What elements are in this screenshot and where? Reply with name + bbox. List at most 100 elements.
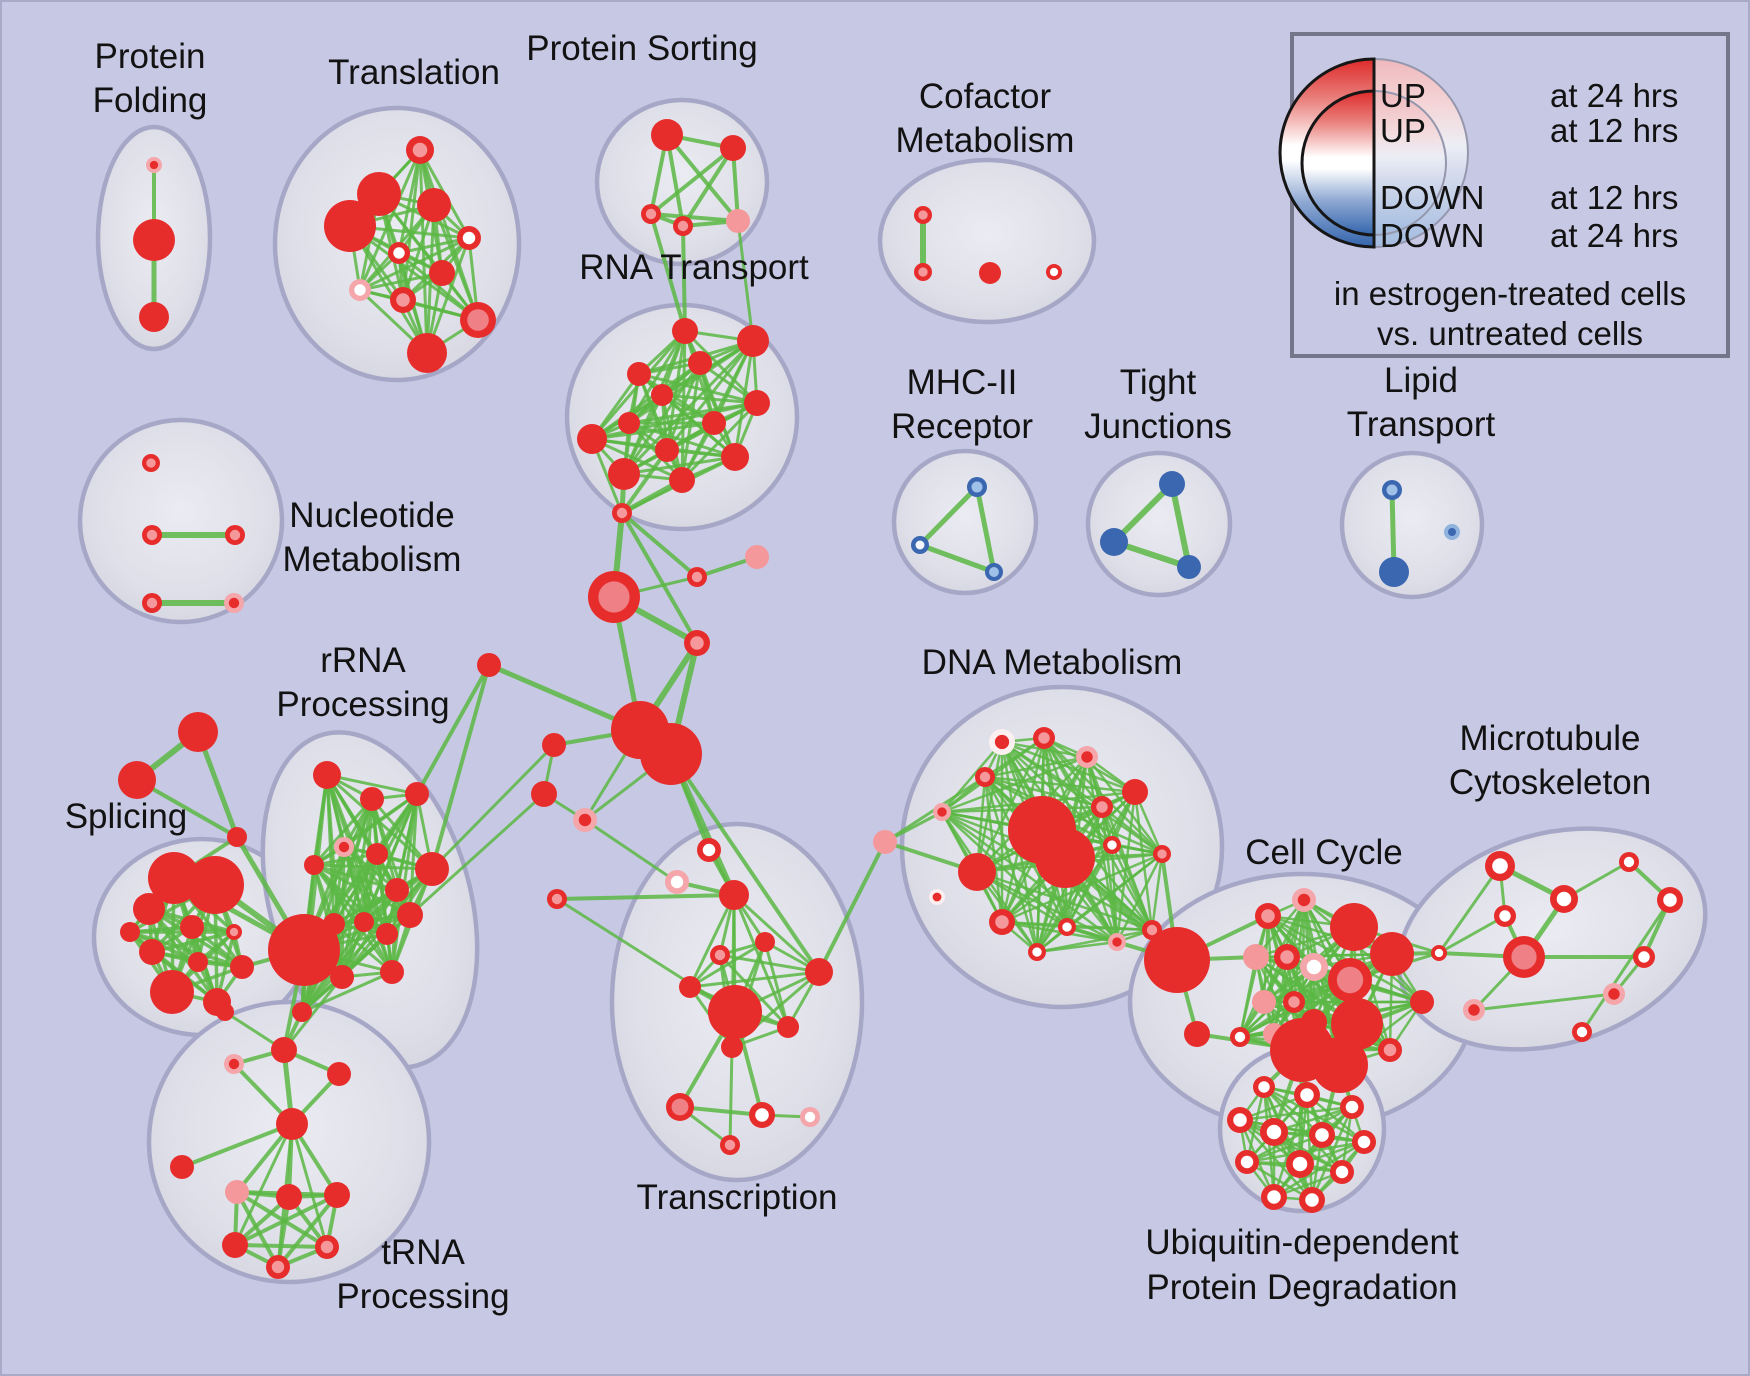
node-nuc-0[interactable] [142,454,160,472]
node-rrna-13[interactable] [330,965,354,989]
node-dna-14[interactable] [1058,918,1076,936]
node-tj-1[interactable] [1100,528,1128,556]
node-rrna-7[interactable] [415,852,449,886]
node-trans-5[interactable] [388,242,410,264]
node-trna-5[interactable] [170,1155,194,1179]
node-txn-10[interactable] [721,1036,743,1058]
node-b-1[interactable] [588,571,640,623]
node-rrna-12[interactable] [268,914,340,986]
node-rnat-0[interactable] [672,318,698,344]
node-b-6[interactable] [640,723,702,785]
node-spl-0[interactable] [178,712,218,752]
node-b-8[interactable] [531,781,557,807]
node-dna-12[interactable] [929,889,945,905]
node-spl-2[interactable] [227,827,247,847]
node-spl-13[interactable] [120,922,140,942]
node-txn-14[interactable] [720,1135,740,1155]
node-ub-11[interactable] [1299,1187,1325,1213]
node-rnat-11[interactable] [608,458,640,490]
node-rrna-14[interactable] [380,960,404,984]
node-ub-2[interactable] [1340,1095,1364,1119]
node-spl-11[interactable] [150,970,194,1014]
node-spl-6[interactable] [180,915,204,939]
node-rrna-15[interactable] [292,1002,312,1022]
node-trans-10[interactable] [407,333,447,373]
node-dna-18[interactable] [873,830,897,854]
node-nuc-1[interactable] [142,525,162,545]
node-lip-0[interactable] [1382,480,1402,500]
node-txn-7[interactable] [679,976,701,998]
node-mt-7[interactable] [1633,946,1655,968]
node-txn-4[interactable] [710,945,730,965]
node-tj-2[interactable] [1177,555,1201,579]
node-mt-8[interactable] [1603,983,1625,1005]
node-trna-10[interactable] [315,1235,339,1259]
node-trans-1[interactable] [357,172,401,216]
node-mt-3[interactable] [1503,936,1545,978]
node-txn-9[interactable] [777,1016,799,1038]
node-cc-2[interactable] [1255,903,1281,929]
node-cc-7[interactable] [1274,944,1300,970]
node-b-3[interactable] [745,545,769,569]
node-txn-8[interactable] [708,985,762,1039]
node-dna-1[interactable] [1033,727,1055,749]
node-b-10[interactable] [477,653,501,677]
node-tj-0[interactable] [1159,471,1185,497]
node-trna-6[interactable] [225,1180,249,1204]
node-spl-9[interactable] [188,952,208,972]
node-sort-3[interactable] [673,216,693,236]
node-rnat-9[interactable] [655,438,679,462]
node-b-0[interactable] [612,503,632,523]
node-rnat-10[interactable] [721,443,749,471]
node-trans-0[interactable] [406,136,434,164]
node-trna-4[interactable] [276,1108,308,1140]
node-trans-8[interactable] [390,287,416,313]
node-rrna-4[interactable] [304,855,324,875]
node-mt-4[interactable] [1431,945,1447,961]
node-trna-8[interactable] [324,1182,350,1208]
node-cof-1[interactable] [914,263,932,281]
node-cc-4[interactable] [1330,903,1378,951]
node-b-9[interactable] [573,808,597,832]
node-trna-1[interactable] [224,1054,244,1074]
node-mt-0[interactable] [1485,851,1515,881]
node-trna-0[interactable] [216,1003,234,1021]
node-dna-2[interactable] [1076,746,1098,768]
node-rnat-5[interactable] [744,390,770,416]
node-dna-9[interactable] [958,853,996,891]
node-mhc-1[interactable] [911,536,929,554]
node-cc-15[interactable] [1331,998,1383,1050]
node-spl-5[interactable] [133,893,165,925]
node-rnat-2[interactable] [627,362,651,386]
node-dna-13[interactable] [989,909,1015,935]
node-ub-6[interactable] [1352,1130,1376,1154]
node-pf-0[interactable] [146,157,162,173]
node-mt-10[interactable] [1463,999,1485,1021]
node-txn-3[interactable] [547,889,567,909]
node-dna-11[interactable] [1153,845,1171,863]
node-trans-4[interactable] [457,226,481,250]
node-trna-3[interactable] [327,1062,351,1086]
node-sort-4[interactable] [726,209,750,233]
node-txn-1[interactable] [665,870,689,894]
node-rrna-3[interactable] [334,837,354,857]
node-cc-12[interactable] [1230,1027,1250,1047]
node-mt-5[interactable] [1619,852,1639,872]
node-ub-0[interactable] [1253,1076,1275,1098]
node-ub-7[interactable] [1235,1150,1259,1174]
node-cc-3[interactable] [1292,888,1316,912]
node-cc-0[interactable] [1144,927,1210,993]
node-cc-18[interactable] [1378,1038,1402,1062]
node-txn-0[interactable] [697,838,721,862]
node-rnat-12[interactable] [669,467,695,493]
node-ub-1[interactable] [1294,1082,1320,1108]
node-rrna-11[interactable] [397,902,423,928]
node-mt-9[interactable] [1572,1022,1592,1042]
node-sort-1[interactable] [720,135,746,161]
node-pf-2[interactable] [139,302,169,332]
node-cc-8[interactable] [1300,953,1328,981]
node-cc-9[interactable] [1328,958,1372,1002]
node-dna-16[interactable] [1108,933,1126,951]
node-trna-7[interactable] [276,1184,302,1210]
node-dna-6[interactable] [1091,796,1113,818]
